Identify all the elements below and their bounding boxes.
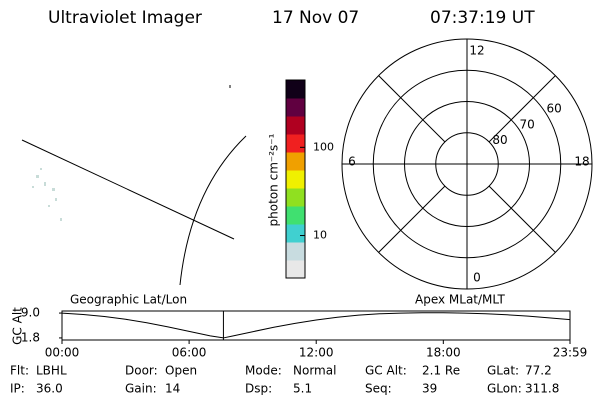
x-tick-label: 00:00 (45, 346, 80, 360)
colorbar-segment (286, 188, 305, 207)
info-label: Door: (125, 364, 158, 378)
colorbar-segment (286, 98, 305, 117)
image-area (21, 85, 247, 286)
info-value: LBHL (36, 364, 67, 378)
info-label: Seq: (365, 382, 392, 396)
colorbar: 10 100 (285, 79, 334, 279)
info-value: 77.2 (525, 364, 552, 378)
info-value: 36.0 (36, 382, 63, 396)
info-label: GC Alt: (365, 364, 407, 378)
colorbar-segment (286, 224, 305, 243)
colorbar-segment (286, 206, 305, 225)
colorbar-segment (286, 242, 305, 261)
info-label: Dsp: (245, 382, 272, 396)
right-label: Apex MLat/MLT (415, 293, 505, 307)
info-value: 311.8 (525, 382, 559, 396)
colorbar-frame (285, 79, 306, 279)
info-value: 5.1 (293, 382, 312, 396)
x-tick-label: 23:59 (553, 346, 588, 360)
x-tick-label: 18:00 (426, 346, 461, 360)
date: 17 Nov 07 (272, 8, 359, 28)
colorbar-segment (286, 116, 305, 135)
time: 07:37:19 UT (430, 8, 535, 28)
mlt-label: 12 (469, 44, 484, 58)
y-tick-label: 9.0 (21, 306, 40, 320)
altitude-plot: Geographic Lat/Lon Apex MLat/MLT GC Alt1.8… (11, 293, 588, 360)
info-label: IP: (10, 382, 25, 396)
title: Ultraviolet Imager (48, 8, 202, 28)
info-label: Flt: (10, 364, 29, 378)
colorbar-segment (286, 80, 305, 99)
info-panel: Flt: LBHL Door: Open Mode: Normal GC Alt: 2.1 R… (10, 364, 559, 396)
colorbar-label: photon cm⁻²s⁻¹ (267, 133, 281, 226)
info-value: 14 (165, 382, 180, 396)
info-label: Gain: (125, 382, 157, 396)
info-label: Mode: (245, 364, 282, 378)
colorbar-segment (286, 134, 305, 153)
speckles (32, 168, 62, 221)
colorbar-segment (286, 152, 305, 171)
colorbar-segment (286, 170, 305, 189)
lat-label: 70 (519, 117, 534, 131)
geo-line (21, 139, 235, 240)
colorbar-segment (286, 260, 305, 279)
geo-line (179, 135, 247, 286)
info-value: Normal (293, 364, 336, 378)
spoke (488, 185, 556, 253)
info-value: Open (165, 364, 197, 378)
x-tick-label: 12:00 (299, 346, 334, 360)
left-label: Geographic Lat/Lon (70, 293, 187, 307)
mlt-label: 0 (473, 271, 481, 285)
info-value: 39 (422, 382, 437, 396)
spoke (488, 75, 556, 143)
y-tick-label: 1.8 (21, 330, 40, 344)
mlt-label: 6 (348, 155, 356, 169)
y-label: GC Alt (11, 307, 25, 345)
colorbar-tick-label: 100 (313, 140, 334, 153)
info-label: GLon: (487, 382, 522, 396)
spoke (378, 185, 446, 253)
info-label: GLat: (487, 364, 519, 378)
altitude-line (61, 312, 571, 339)
x-tick-label: 06:00 (172, 346, 207, 360)
colorbar-tick-label: 10 (313, 229, 327, 242)
lat-label: 80 (492, 133, 507, 147)
info-value: 2.1 Re (422, 364, 460, 378)
mlt-label: 18 (574, 155, 589, 169)
spoke (378, 75, 446, 143)
lat-label: 60 (547, 102, 562, 116)
